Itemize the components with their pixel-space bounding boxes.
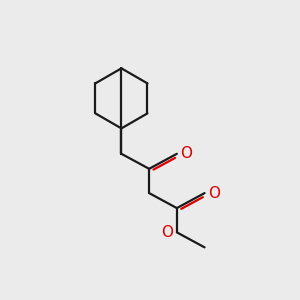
- Text: O: O: [161, 225, 173, 240]
- Text: O: O: [208, 186, 220, 201]
- Text: O: O: [180, 146, 192, 161]
